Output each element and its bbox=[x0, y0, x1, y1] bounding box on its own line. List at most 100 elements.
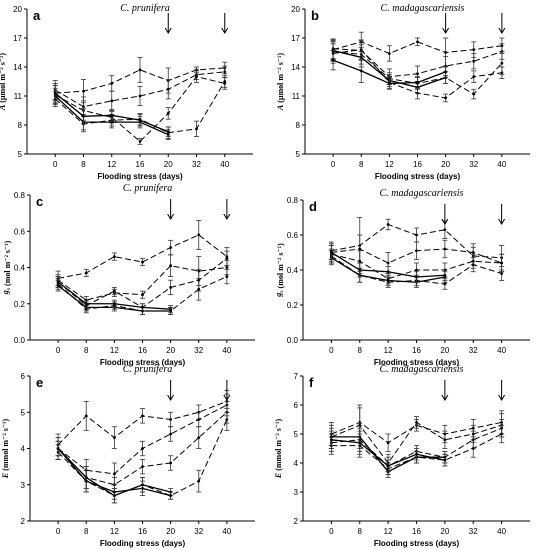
data-point bbox=[82, 114, 85, 118]
arrow-head bbox=[221, 27, 229, 34]
data-point bbox=[386, 270, 390, 274]
data-point bbox=[225, 275, 229, 278]
data-point bbox=[443, 458, 447, 462]
data-point bbox=[225, 266, 229, 269]
data-point bbox=[331, 58, 335, 62]
data-point bbox=[415, 421, 418, 424]
data-point bbox=[443, 282, 447, 286]
panel-letter: b bbox=[311, 8, 319, 23]
data-point bbox=[197, 418, 201, 421]
data-point bbox=[415, 233, 418, 237]
data-point bbox=[387, 52, 391, 55]
data-point bbox=[223, 80, 227, 83]
panel-species-title: C. madagascariensis bbox=[381, 3, 465, 14]
y-tick-label: 8 bbox=[296, 121, 301, 130]
x-axis-label: Flooding stress (days) bbox=[97, 172, 183, 181]
y-tick-label: 17 bbox=[291, 34, 300, 43]
data-point bbox=[141, 260, 144, 264]
x-tick-label: 32 bbox=[469, 346, 478, 355]
y-tick-label: 0.4 bbox=[287, 266, 299, 275]
x-tick-label: 8 bbox=[359, 160, 364, 169]
data-point bbox=[84, 302, 88, 306]
x-tick-label: 40 bbox=[497, 160, 506, 169]
y-tick-label: 8 bbox=[18, 121, 23, 130]
data-point bbox=[444, 70, 448, 74]
data-point bbox=[471, 447, 475, 450]
panel-species-title: C. prunifera bbox=[120, 3, 169, 14]
data-point bbox=[197, 287, 201, 291]
series-line bbox=[58, 234, 228, 279]
series-6 bbox=[52, 84, 171, 138]
x-tick-label: 0 bbox=[53, 160, 58, 169]
x-axis-label: Flooding stress (days) bbox=[100, 539, 186, 548]
data-point bbox=[225, 257, 229, 260]
data-point bbox=[500, 272, 504, 275]
y-tick-label: 0.6 bbox=[287, 231, 299, 240]
y-tick-label: 6 bbox=[294, 401, 299, 410]
data-point bbox=[359, 69, 363, 73]
y-tick-label: 7 bbox=[294, 372, 299, 381]
panel-e: 2 3 4 5 6 0 8 12 16 20 32 40 Flooding stress (days) E… bbox=[1, 364, 255, 548]
data-point bbox=[386, 441, 390, 445]
data-point bbox=[500, 61, 504, 65]
data-point bbox=[471, 263, 475, 267]
data-point bbox=[358, 259, 362, 263]
data-point bbox=[169, 494, 173, 498]
data-point bbox=[169, 264, 173, 268]
data-point bbox=[82, 89, 85, 93]
x-tick-label: 16 bbox=[412, 527, 421, 536]
y-tick-label: 20 bbox=[13, 5, 22, 14]
panel-species-title: C. madagascariensis bbox=[380, 364, 464, 375]
y-tick-label: 4 bbox=[294, 459, 299, 468]
x-tick-label: 16 bbox=[138, 527, 147, 536]
arrow-head bbox=[442, 27, 450, 34]
x-tick-label: 0 bbox=[56, 346, 61, 355]
panel-b: 5 8 11 14 17 20 0 8 12 16 20 32 40 Flooding stress (d… bbox=[276, 3, 530, 181]
x-tick-label: 8 bbox=[358, 346, 363, 355]
x-tick-label: 0 bbox=[329, 346, 334, 355]
data-point bbox=[329, 251, 333, 254]
x-tick-label: 32 bbox=[469, 160, 478, 169]
data-point bbox=[358, 268, 362, 272]
data-point bbox=[141, 486, 144, 490]
x-tick-label: 0 bbox=[56, 527, 61, 536]
data-point bbox=[387, 82, 391, 85]
data-point bbox=[112, 289, 116, 293]
data-point bbox=[166, 112, 170, 115]
data-point bbox=[138, 94, 142, 98]
y-tick-label: 0.0 bbox=[14, 336, 26, 345]
x-tick-label: 20 bbox=[164, 160, 173, 169]
y-tick-label: 17 bbox=[13, 34, 22, 43]
x-axis-label: Flooding stress (days) bbox=[374, 539, 460, 548]
data-point bbox=[197, 233, 201, 237]
x-tick-label: 40 bbox=[222, 527, 231, 536]
arrow-head bbox=[498, 394, 506, 401]
data-point bbox=[141, 293, 144, 297]
data-point bbox=[166, 130, 170, 134]
x-tick-label: 20 bbox=[440, 346, 449, 355]
data-point bbox=[53, 91, 57, 95]
y-tick-label: 14 bbox=[13, 63, 22, 72]
arrow-head bbox=[167, 213, 175, 220]
x-tick-label: 40 bbox=[497, 346, 506, 355]
data-point bbox=[112, 436, 116, 440]
y-tick-label: 5 bbox=[294, 430, 299, 439]
data-point bbox=[471, 251, 475, 254]
data-point bbox=[197, 436, 201, 440]
data-point bbox=[386, 464, 390, 468]
x-tick-label: 40 bbox=[497, 527, 506, 536]
data-point bbox=[112, 472, 116, 476]
data-point bbox=[138, 68, 142, 72]
series-6 bbox=[55, 440, 174, 500]
data-point bbox=[500, 432, 504, 436]
data-point bbox=[84, 479, 88, 483]
panel-f: 2 3 4 5 6 7 0 8 12 16 20 32 40 Flooding stress (days)… bbox=[274, 364, 530, 548]
data-point bbox=[141, 305, 144, 309]
data-point bbox=[141, 465, 144, 469]
data-point bbox=[169, 461, 173, 465]
y-axis-label: gs (mol m⁻² s⁻¹) bbox=[1, 240, 12, 295]
data-point bbox=[110, 82, 114, 85]
data-point bbox=[472, 75, 476, 79]
y-axis-label: E (mmol m⁻² s⁻¹) bbox=[274, 419, 283, 480]
x-axis-label: Flooding stress (days) bbox=[374, 358, 460, 367]
